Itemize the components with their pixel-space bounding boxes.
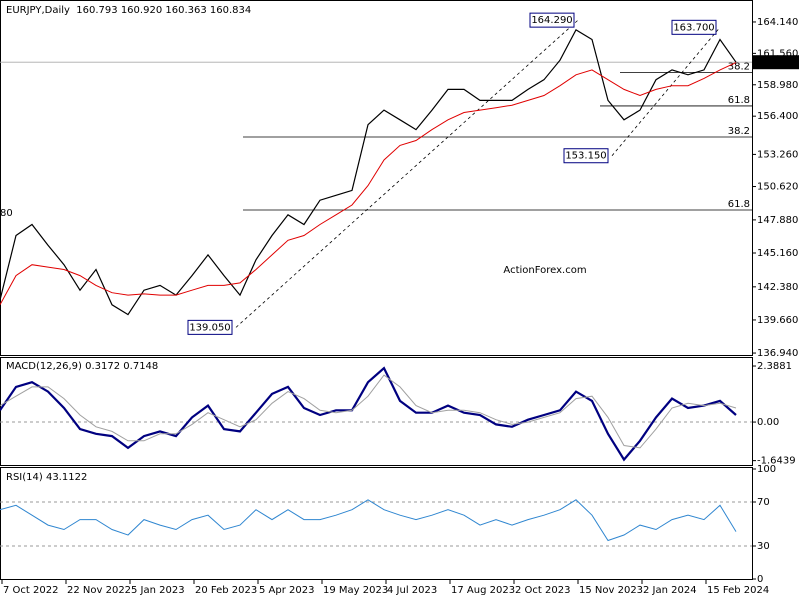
x-tick-label: 4 Jul 2023: [387, 585, 437, 596]
series-line: [0, 366, 737, 462]
y-tick-label: 136.940: [757, 348, 798, 359]
x-tick-label: 5 Apr 2023: [259, 585, 314, 596]
macd-panel-frame: [0, 357, 753, 466]
annotation-label: 139.050: [189, 322, 230, 333]
x-tick-label: 20 Feb 2023: [195, 585, 257, 596]
x-tick-label: 15 Nov 2023: [579, 585, 643, 596]
panel-title: MACD(12,26,9) 0.3172 0.7148: [6, 361, 158, 372]
y-tick-label: 142.380: [757, 282, 798, 293]
x-tick-label: 22 Nov 2022: [67, 585, 131, 596]
x-tick-label: 5 Jan 2023: [131, 585, 185, 596]
trend-line: [235, 19, 579, 328]
annotation-label: 164.290: [531, 15, 572, 26]
y-tick-label: 153.260: [757, 149, 798, 160]
y-tick-label: -1.6439: [757, 456, 796, 467]
annotation-box: [187, 319, 233, 335]
y-tick-label: 147.880: [757, 215, 798, 226]
y-tick-label: 139.660: [757, 315, 798, 326]
y-tick-label: 2.3881: [757, 361, 792, 372]
y-tick-label: 0.00: [757, 417, 779, 428]
main-panel-frame: [0, 0, 753, 356]
panel-title: RSI(14) 43.1122: [6, 472, 87, 483]
fib-label: 61.8: [728, 95, 750, 106]
annotation-box: [563, 148, 609, 164]
y-tick-label: 161.560: [757, 48, 798, 59]
x-tick-label: 19 May 2023: [323, 585, 388, 596]
annotation-box: [529, 12, 575, 28]
annotation-box: [671, 19, 717, 35]
annotation-label: 163.700: [673, 22, 714, 33]
x-tick-label: 2 Jan 2024: [643, 585, 697, 596]
series-line: [0, 374, 737, 449]
y-tick-label: 70: [757, 497, 770, 508]
y-tick-label: 0: [757, 574, 763, 585]
y-tick-label: 156.400: [757, 111, 798, 122]
series-line: [0, 28, 737, 316]
y-tick-label: 30: [757, 541, 770, 552]
cut-label: 80: [0, 208, 13, 219]
x-tick-label: 17 Aug 2023: [451, 585, 515, 596]
y-tick-label: 150.620: [757, 182, 798, 193]
x-tick-label: 15 Feb 2024: [707, 585, 769, 596]
last-price-box: [753, 55, 799, 70]
series-line: [0, 62, 737, 306]
y-tick-label: 100: [757, 464, 776, 475]
trend-line: [611, 27, 721, 156]
annotation-label: 153.150: [565, 151, 606, 162]
fib-label: 38.2: [728, 61, 750, 72]
rsi-panel-frame: [0, 467, 753, 580]
last-price-label: 160.834: [756, 57, 797, 68]
y-tick-label: 145.160: [757, 248, 798, 259]
panel-title: EURJPY,Daily 160.793 160.920 160.363 160…: [6, 5, 251, 16]
watermark: ActionForex.com: [503, 265, 586, 276]
y-tick-label: 158.980: [757, 80, 798, 91]
series-line: [0, 499, 737, 542]
y-tick-label: 164.140: [757, 17, 798, 28]
x-tick-label: 2 Oct 2023: [515, 585, 570, 596]
x-tick-label: 7 Oct 2022: [3, 585, 58, 596]
fib-label: 61.8: [728, 199, 750, 210]
fib-label: 38.2: [728, 126, 750, 137]
